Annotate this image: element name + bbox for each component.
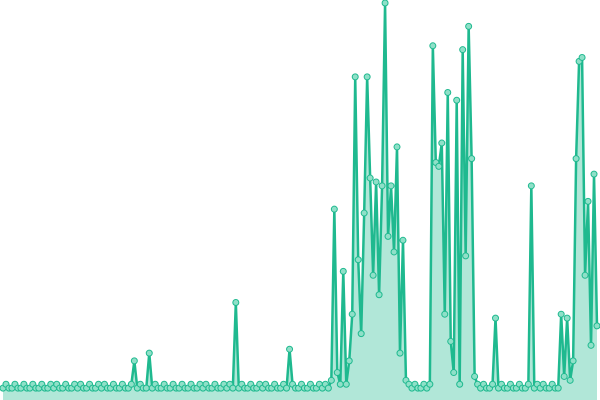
point	[578, 53, 586, 61]
point	[581, 271, 589, 279]
point	[438, 139, 446, 147]
point	[387, 182, 395, 190]
point	[554, 384, 562, 392]
point	[459, 46, 467, 54]
point	[372, 178, 380, 186]
point	[324, 384, 332, 392]
point	[145, 349, 153, 357]
point	[587, 341, 595, 349]
point	[426, 380, 434, 388]
point	[229, 384, 237, 392]
point	[390, 248, 398, 256]
point	[569, 357, 577, 365]
point	[453, 96, 461, 104]
point	[593, 322, 600, 330]
point	[348, 310, 356, 318]
point	[360, 209, 368, 217]
point	[396, 349, 404, 357]
point	[283, 384, 291, 392]
point	[378, 182, 386, 190]
point	[465, 22, 473, 30]
point	[330, 205, 338, 213]
point	[357, 330, 365, 338]
point	[384, 232, 392, 240]
point	[327, 376, 335, 384]
point	[450, 369, 458, 377]
point	[399, 236, 407, 244]
point	[351, 73, 359, 81]
point	[354, 256, 362, 264]
point	[563, 314, 571, 322]
point	[345, 357, 353, 365]
point	[471, 372, 479, 380]
point	[566, 376, 574, 384]
point	[127, 380, 135, 388]
point	[572, 155, 580, 163]
point	[142, 384, 150, 392]
line	[2, 1, 599, 390]
point	[527, 182, 535, 190]
point	[492, 314, 500, 322]
point	[524, 380, 532, 388]
point	[381, 0, 389, 7]
point	[584, 197, 592, 205]
point	[468, 155, 476, 163]
point	[441, 310, 449, 318]
point	[336, 380, 344, 388]
point	[590, 170, 598, 178]
point	[557, 310, 565, 318]
point	[286, 345, 294, 353]
point	[560, 372, 568, 380]
point	[444, 88, 452, 96]
area-fill	[3, 3, 597, 400]
point	[375, 291, 383, 299]
point	[447, 337, 455, 345]
point	[232, 299, 240, 307]
point	[435, 162, 443, 170]
point	[333, 369, 341, 377]
point	[339, 267, 347, 275]
point	[366, 174, 374, 182]
point	[429, 42, 437, 50]
point	[363, 73, 371, 81]
point	[130, 357, 138, 365]
point	[462, 252, 470, 260]
point	[393, 143, 401, 151]
point	[456, 380, 464, 388]
point	[342, 380, 350, 388]
point	[489, 380, 497, 388]
point	[369, 271, 377, 279]
